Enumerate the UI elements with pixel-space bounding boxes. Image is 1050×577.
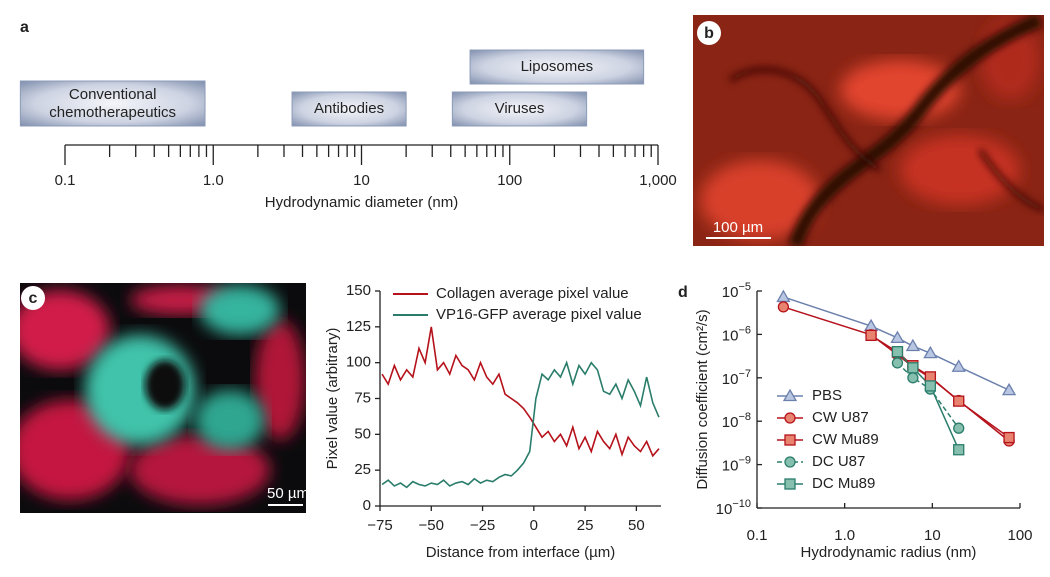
micrograph-c [20,283,306,513]
box-label: Viruses [494,100,545,117]
x-tick-label: 0.1 [747,527,768,544]
x-tick-label: −50 [419,517,444,534]
x-tick-label: 10 [924,527,941,544]
box-label-container: Liposomes [520,58,594,75]
legend-label: PBS [812,387,842,404]
legend-label: VP16-GFP average pixel value [436,306,642,323]
marker [891,346,904,358]
series-line [896,362,960,429]
scale-bar-label: 50 µm [267,485,309,502]
panel-label: d [678,284,688,301]
marker [1001,382,1017,396]
x-tick-label: 1,000 [639,172,677,189]
series-line [783,296,1010,391]
y-tick-label: 10−8 [722,411,751,431]
marker [924,380,937,392]
x-tick-label: 1.0 [203,172,224,189]
x-tick-label: 0.1 [55,172,76,189]
marker [923,345,938,359]
panel-label: b [704,25,714,42]
size-range-box [291,91,407,127]
marker [891,357,904,369]
y-tick-label: 10−9 [722,455,751,475]
marker [1003,431,1015,444]
box-label: Conventional chemotherapeutics [49,85,177,121]
box-label: Antibodies [314,100,385,117]
scale-bar-label: 100 µm [713,219,763,236]
x-tick-label: 1.0 [834,527,855,544]
legend-label: CW U87 [812,409,869,426]
x-tick-label: 0 [530,517,538,534]
box-label-container: Antibodies [314,100,385,117]
size-range-box [469,49,645,85]
series-line [896,351,960,451]
legend-label: DC U87 [812,453,865,470]
size-range-box [19,80,206,127]
x-tick-label: 10 [353,172,370,189]
y-tick-label: 125 [346,318,371,335]
marker [865,329,877,342]
y-tick-label: 10−10 [716,498,751,518]
x-tick-label: 100 [1007,527,1032,544]
marker [953,422,965,434]
panel-label: a [20,19,29,36]
x-axis-title: Hydrodynamic radius (nm) [801,544,977,561]
marker [907,362,919,374]
y-axis-title: Pixel value (arbitrary) [324,328,341,470]
x-tick-label: 50 [628,517,645,534]
size-range-box [451,91,588,127]
x-tick-label: −75 [367,517,392,534]
x-tick-label: 100 [497,172,522,189]
box-label-container: Conventional chemotherapeutics [49,85,177,121]
box-label: Liposomes [520,58,594,75]
y-tick-label: 10−6 [722,324,751,344]
marker [776,289,791,303]
y-tick-label: 10−5 [722,281,751,301]
y-tick-label: 25 [354,461,371,478]
marker [890,330,905,344]
y-tick-label: 75 [354,389,371,406]
y-axis-title: Diffusion coefficient (cm²/s) [694,309,711,489]
box-label-container: Viruses [494,100,545,117]
legend-marker [782,388,798,402]
x-axis-title: Hydrodynamic diameter (nm) [265,194,458,211]
marker [905,338,921,352]
marker [951,359,966,372]
legend-label: DC Mu89 [812,475,875,492]
legend-marker [784,478,796,490]
legend-marker [784,456,796,468]
legend-label: Collagen average pixel value [436,285,629,302]
x-tick-label: −25 [470,517,495,534]
panel-label: c [29,290,38,307]
marker [953,444,965,456]
y-tick-label: 100 [346,354,371,371]
micrograph-b [693,15,1044,246]
y-tick-label: 150 [346,282,371,299]
y-tick-label: 50 [354,425,371,442]
legend-label: CW Mu89 [812,431,879,448]
x-axis-title: Distance from interface (µm) [426,544,616,561]
series-line [381,326,660,458]
marker [907,372,919,384]
marker [953,395,965,407]
y-tick-label: 10−7 [722,368,751,388]
x-tick-label: 25 [577,517,594,534]
panel-label-badge [697,21,721,45]
legend-marker [784,434,796,446]
marker [777,301,790,313]
panel-label-badge [21,286,45,310]
legend-marker [784,412,796,424]
y-tick-label: 0 [363,497,371,514]
series-line [381,360,660,489]
